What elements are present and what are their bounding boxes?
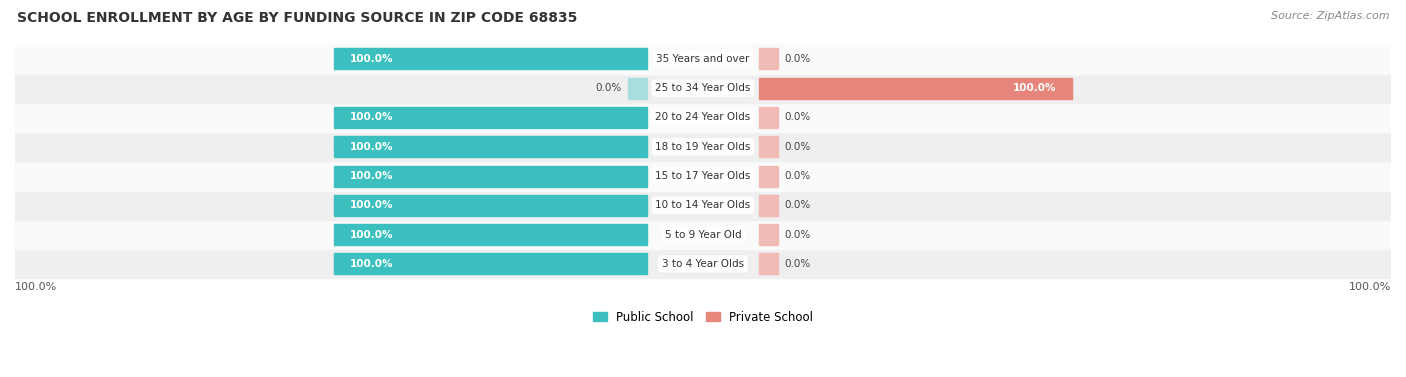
Text: 15 to 17 Year Olds: 15 to 17 Year Olds <box>655 171 751 181</box>
Bar <box>335 136 647 157</box>
Text: 20 to 24 Year Olds: 20 to 24 Year Olds <box>655 112 751 123</box>
Text: 0.0%: 0.0% <box>785 112 811 123</box>
Text: 100.0%: 100.0% <box>350 171 394 181</box>
Legend: Public School, Private School: Public School, Private School <box>588 306 818 328</box>
Text: 35 Years and over: 35 Years and over <box>657 54 749 64</box>
Text: 0.0%: 0.0% <box>785 142 811 152</box>
Text: 100.0%: 100.0% <box>15 282 58 292</box>
Text: 0.0%: 0.0% <box>785 54 811 64</box>
Bar <box>628 78 647 99</box>
Text: 0.0%: 0.0% <box>785 171 811 181</box>
Text: 100.0%: 100.0% <box>350 112 394 123</box>
Bar <box>15 191 1391 220</box>
Bar <box>15 103 1391 132</box>
Bar <box>759 48 778 69</box>
Bar <box>15 132 1391 161</box>
Text: 0.0%: 0.0% <box>785 230 811 240</box>
Text: 100.0%: 100.0% <box>1348 282 1391 292</box>
Text: 100.0%: 100.0% <box>350 259 394 269</box>
Text: 100.0%: 100.0% <box>1012 83 1056 93</box>
Bar <box>759 224 778 245</box>
Bar <box>759 136 778 157</box>
Text: 5 to 9 Year Old: 5 to 9 Year Old <box>665 230 741 240</box>
Bar <box>335 195 647 216</box>
Text: SCHOOL ENROLLMENT BY AGE BY FUNDING SOURCE IN ZIP CODE 68835: SCHOOL ENROLLMENT BY AGE BY FUNDING SOUR… <box>17 11 578 25</box>
Text: 100.0%: 100.0% <box>350 54 394 64</box>
Text: 18 to 19 Year Olds: 18 to 19 Year Olds <box>655 142 751 152</box>
Bar <box>335 224 647 245</box>
Text: 3 to 4 Year Olds: 3 to 4 Year Olds <box>662 259 744 269</box>
Bar <box>335 107 647 128</box>
Text: 0.0%: 0.0% <box>785 259 811 269</box>
Bar <box>759 107 778 128</box>
Bar <box>15 220 1391 249</box>
Bar <box>335 48 647 69</box>
Text: 10 to 14 Year Olds: 10 to 14 Year Olds <box>655 200 751 210</box>
Text: 0.0%: 0.0% <box>595 83 621 93</box>
Text: 100.0%: 100.0% <box>350 230 394 240</box>
Bar <box>759 166 778 187</box>
Text: 25 to 34 Year Olds: 25 to 34 Year Olds <box>655 83 751 93</box>
Bar <box>759 195 778 216</box>
Bar <box>15 249 1391 279</box>
Text: Source: ZipAtlas.com: Source: ZipAtlas.com <box>1271 11 1389 21</box>
Bar <box>15 74 1391 103</box>
Bar <box>759 253 778 274</box>
Bar <box>759 78 1071 99</box>
Bar <box>15 161 1391 191</box>
Bar <box>335 253 647 274</box>
Bar <box>15 44 1391 74</box>
Text: 0.0%: 0.0% <box>785 200 811 210</box>
Bar <box>335 166 647 187</box>
Text: 100.0%: 100.0% <box>350 142 394 152</box>
Text: 100.0%: 100.0% <box>350 200 394 210</box>
